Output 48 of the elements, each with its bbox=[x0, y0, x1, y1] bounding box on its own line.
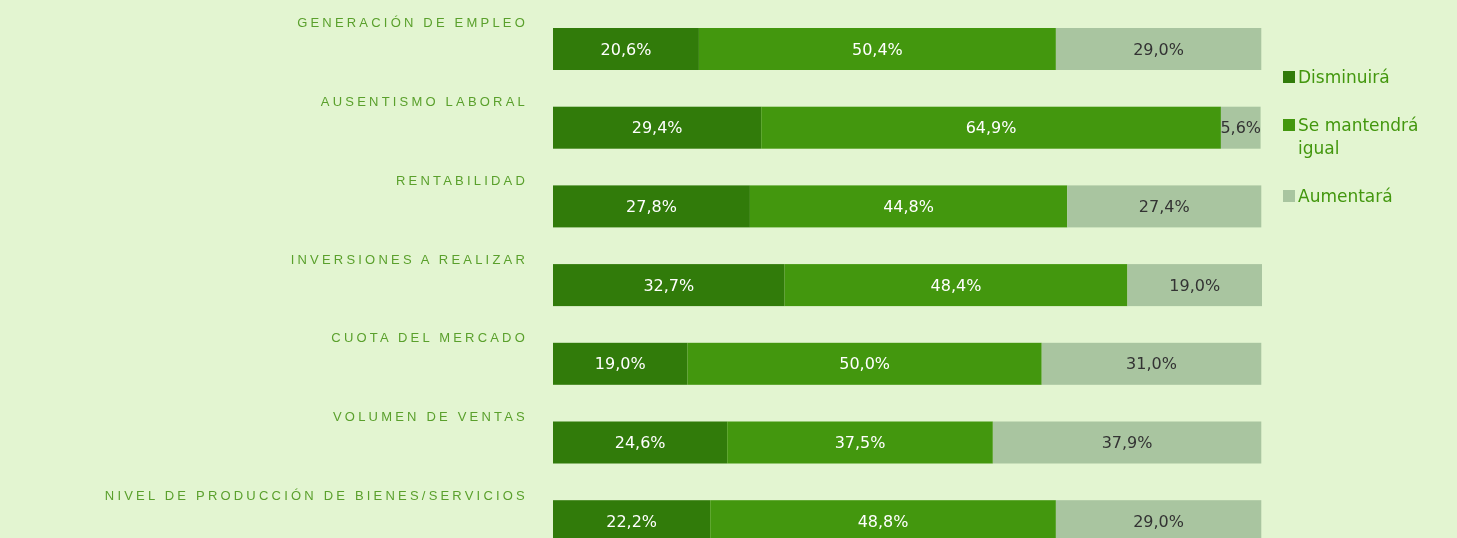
bar bbox=[1127, 264, 1262, 307]
data-label: 31,0% bbox=[1126, 354, 1177, 374]
data-label: 24,6% bbox=[614, 433, 666, 452]
bar bbox=[553, 185, 750, 228]
bar bbox=[553, 264, 785, 307]
data-label: 27,8% bbox=[626, 196, 677, 216]
data-label: 22,2% bbox=[606, 511, 658, 531]
data-label: 19,0% bbox=[1169, 275, 1221, 295]
bar bbox=[992, 421, 1262, 464]
data-label: 48,4% bbox=[930, 275, 982, 295]
y-tick-label: INVERSIONES A REALIZAR bbox=[290, 251, 528, 267]
bar bbox=[553, 106, 762, 149]
data-label: 50,0% bbox=[839, 354, 891, 374]
data-label: 5,6% bbox=[1220, 118, 1262, 138]
data-label: 27,4% bbox=[1138, 196, 1190, 216]
data-label: 44,8% bbox=[883, 196, 934, 216]
bar bbox=[1055, 28, 1262, 70]
legend-label: Se mantendrá igual bbox=[1298, 115, 1419, 158]
bar bbox=[749, 185, 1068, 228]
y-tick-label: VOLUMEN DE VENTAS bbox=[332, 408, 528, 424]
legend-label: Aumentará bbox=[1298, 186, 1393, 206]
data-label: 29,0% bbox=[1133, 511, 1184, 531]
data-label: 37,5% bbox=[834, 433, 886, 452]
bar bbox=[761, 106, 1221, 149]
bar bbox=[727, 421, 993, 464]
data-label: 37,9% bbox=[1101, 433, 1153, 452]
bar bbox=[553, 421, 728, 464]
data-label: 50,4% bbox=[851, 39, 903, 59]
data-label: 20,6% bbox=[600, 39, 652, 59]
y-tick-label: RENTABILIDAD bbox=[395, 172, 528, 188]
bar bbox=[553, 342, 688, 385]
y-tick-label: CUOTA DEL MERCADO bbox=[331, 330, 528, 346]
data-label: 29,4% bbox=[631, 118, 683, 138]
bar bbox=[784, 264, 1128, 307]
y-tick-label: AUSENTISMO LABORAL bbox=[320, 94, 528, 110]
data-label: 48,8% bbox=[857, 511, 909, 531]
data-label: 64,9% bbox=[965, 118, 1017, 138]
bar bbox=[1041, 342, 1262, 385]
data-label: 32,7% bbox=[643, 275, 695, 295]
bar bbox=[698, 28, 1056, 70]
bar bbox=[553, 28, 699, 70]
legend-label: Disminuirá bbox=[1298, 67, 1390, 87]
data-label: 29,0% bbox=[1133, 39, 1184, 59]
y-tick-label: NIVEL DE PRODUCCIÓN DE BIENES/SERVICIOS bbox=[104, 487, 528, 503]
y-tick-label: GENERACIÓN DE EMPLEO bbox=[297, 15, 528, 31]
bar bbox=[687, 342, 1042, 385]
data-label: 19,0% bbox=[594, 354, 646, 374]
bar bbox=[1067, 185, 1262, 228]
